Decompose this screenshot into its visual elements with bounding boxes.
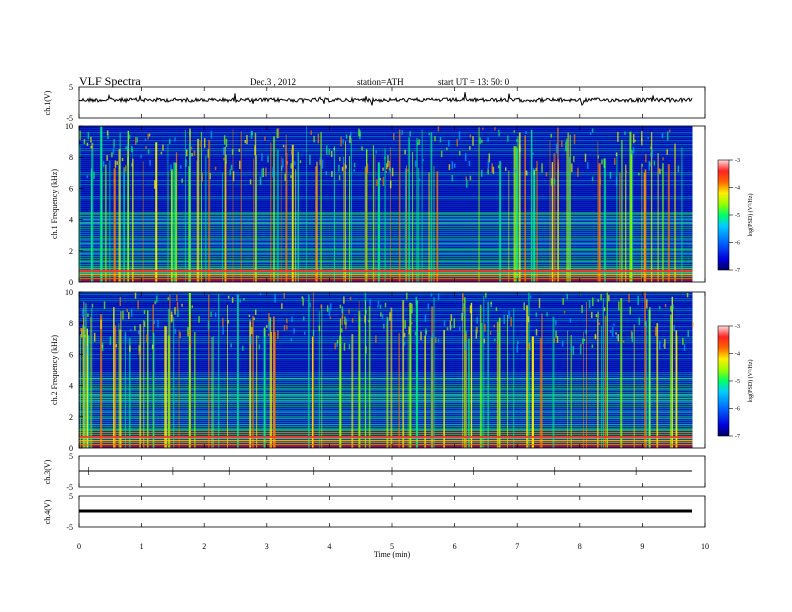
ch2-spectrogram-panel xyxy=(78,291,706,449)
ch1-spectrogram-panel xyxy=(78,125,706,283)
ch2-colorbar-label: log(PSD) (V²/Hz) xyxy=(747,360,754,403)
colorbar-tick-label: -3 xyxy=(735,158,740,164)
x-tick-label: 9 xyxy=(640,542,644,551)
ch2-spectrogram-image xyxy=(79,292,694,448)
ch1-waveform-frame xyxy=(78,86,706,119)
y-tick-label: 8 xyxy=(69,319,73,328)
x-tick-label: 4 xyxy=(327,542,331,551)
y-tick-label: 2 xyxy=(69,247,73,256)
x-tick-label: 3 xyxy=(265,542,269,551)
y-tick-label: -5 xyxy=(66,523,73,532)
y-tick-label: 0 xyxy=(69,278,73,287)
ch1-colorbar: -3 -4 -5 -6 -7 log(PSD) (V²/Hz) xyxy=(717,158,754,274)
y-tick-label: -5 xyxy=(66,114,73,123)
x-tick-label: 0 xyxy=(77,542,81,551)
colorbar-tick-label: -6 xyxy=(735,241,740,247)
y-tick-label: 5 xyxy=(69,492,73,501)
x-tick-label: 8 xyxy=(578,542,582,551)
y-tick-label: 4 xyxy=(69,216,73,225)
start-time-label: start UT = 13: 50: 0 xyxy=(438,77,510,87)
y-tick-label: 5 xyxy=(69,83,73,92)
colorbar-tick-label: -7 xyxy=(735,268,740,274)
x-tick-label: 5 xyxy=(390,542,394,551)
y-tick-label: 5 xyxy=(69,452,73,461)
ch1-colorbar-label: log(PSD) (V²/Hz) xyxy=(747,194,754,237)
y-tick-label: 10 xyxy=(65,122,73,131)
ch2-spectrogram-ylabel: ch.2 Frequency (kHz) xyxy=(50,335,59,405)
y-tick-label: 6 xyxy=(69,350,73,359)
colorbar-tick-label: -5 xyxy=(735,213,740,219)
x-tick-label: 2 xyxy=(202,542,206,551)
y-tick-label: 2 xyxy=(69,413,73,422)
y-tick-label: 10 xyxy=(65,288,73,297)
ch3-ylabel: ch.3(V) xyxy=(43,459,52,484)
y-tick-label: 4 xyxy=(69,382,73,391)
colorbar-tick-label: -7 xyxy=(735,434,740,440)
y-tick-label: 6 xyxy=(69,184,73,193)
x-tick-label: 6 xyxy=(453,542,457,551)
date-label: Dec.3 , 2012 xyxy=(250,77,296,87)
colorbar-tick-label: -6 xyxy=(735,407,740,413)
y-tick-label: -5 xyxy=(66,483,73,492)
x-axis-label: Time (min) xyxy=(374,550,411,559)
ch1-spectrogram-ylabel: ch.1 Frequency (kHz) xyxy=(50,169,59,239)
ch2-colorbar: -3 -4 -5 -6 -7 log(PSD) (V²/Hz) xyxy=(717,324,754,440)
ch4-ylabel: ch.4(V) xyxy=(43,499,52,524)
colorbar-tick-label: -3 xyxy=(735,324,740,330)
x-tick-label: 7 xyxy=(515,542,519,551)
ch1-ylabel: ch.1(V) xyxy=(43,90,52,115)
y-tick-label: 0 xyxy=(69,444,73,453)
y-tick-label: 8 xyxy=(69,153,73,162)
colorbar-tick-label: -4 xyxy=(735,352,740,358)
x-tick-label: 1 xyxy=(140,542,144,551)
station-label: station=ATH xyxy=(357,77,404,87)
x-tick-label: 10 xyxy=(701,542,709,551)
chart-title: VLF Spectra xyxy=(79,74,141,88)
tick-marks xyxy=(78,87,706,527)
colorbar-tick-label: -4 xyxy=(735,186,740,192)
ch3-spikes xyxy=(88,467,637,475)
ch1-trace xyxy=(78,92,693,106)
ch1-spectrogram-image xyxy=(79,126,693,282)
colorbar-tick-label: -5 xyxy=(735,379,740,385)
